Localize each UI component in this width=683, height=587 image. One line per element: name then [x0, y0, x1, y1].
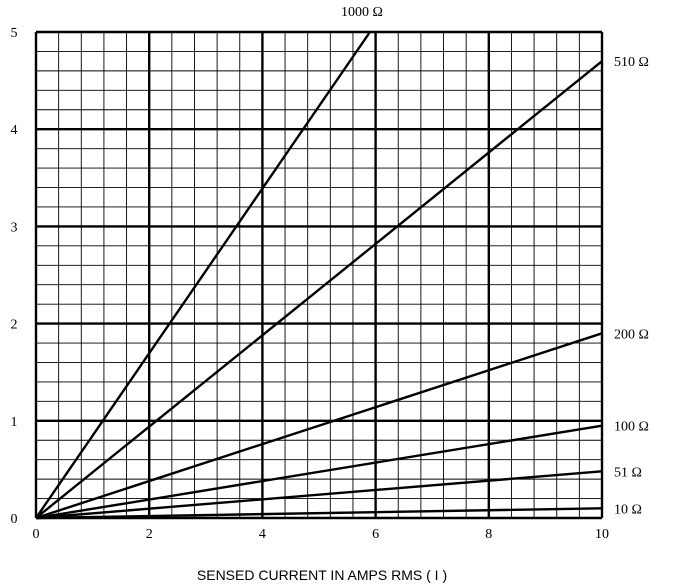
series-line: [35, 424, 603, 520]
y-tick-label: 4: [11, 123, 18, 138]
y-tick-labels: 0 1 2 3 4 5: [11, 26, 18, 527]
series-label: 200 Ω: [614, 327, 649, 342]
y-tick-label: 3: [11, 220, 18, 235]
series-labels: 1000 Ω 510 Ω 200 Ω 100 Ω 51 Ω 10 Ω: [341, 5, 649, 517]
series-line: [35, 507, 603, 520]
series-label: 51 Ω: [614, 465, 642, 480]
series-line: [35, 470, 603, 520]
x-axis-title: SENSED CURRENT IN AMPS RMS ( I ): [197, 567, 447, 583]
series-line: [35, 31, 371, 519]
series-line: [35, 60, 603, 519]
x-tick-label: 4: [259, 527, 266, 542]
series-lines: [35, 31, 603, 520]
x-tick-label: 8: [485, 527, 492, 542]
series-label: 510 Ω: [614, 55, 649, 70]
x-tick-label: 6: [372, 527, 379, 542]
series-label: 1000 Ω: [341, 5, 383, 20]
x-tick-label: 10: [595, 527, 609, 542]
series-label: 10 Ω: [614, 502, 642, 517]
y-tick-label: 1: [11, 415, 18, 430]
x-tick-label: 0: [33, 527, 40, 542]
series-line: [35, 332, 603, 520]
y-tick-label: 0: [11, 512, 18, 527]
major-grid: [34, 30, 604, 520]
y-tick-label: 2: [11, 318, 18, 333]
x-tick-labels: 0 2 4 6 8 10: [33, 527, 610, 542]
y-tick-label: 5: [11, 26, 18, 41]
x-tick-label: 2: [146, 527, 153, 542]
series-label: 100 Ω: [614, 420, 649, 435]
